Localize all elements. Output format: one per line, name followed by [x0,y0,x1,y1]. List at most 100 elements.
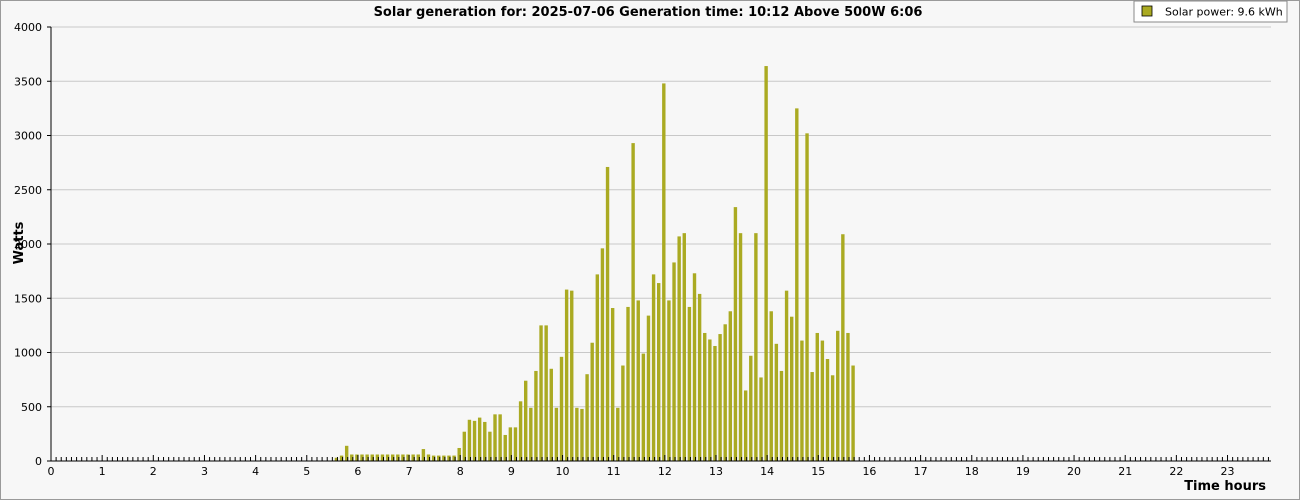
bar [385,454,390,461]
bar [391,454,395,461]
x-tick-label: 16 [862,465,876,478]
chart-title: Solar generation for: 2025-07-06 Generat… [374,5,923,20]
y-tick-label: 1500 [14,292,42,305]
bar [549,368,553,461]
bar [554,407,559,461]
legend-box [1133,0,1288,23]
bar [437,455,441,461]
bar [518,401,523,461]
bar [457,447,461,461]
bar [477,417,482,461]
bar [646,315,651,461]
bar [498,414,502,461]
bar [411,454,415,461]
x-tick-labels: 0 1 2 3 4 5 6 7 8 9 10 11 12 13 14 15 16 17 18 19 20 21 22 23 [48,455,1269,478]
bar [462,431,467,461]
y-tick-label: 2000 [14,238,42,251]
bar [677,236,681,461]
bar [529,407,533,461]
bar [779,370,784,461]
bar [483,421,487,461]
bar [580,408,584,461]
bar [626,306,630,461]
bar [631,143,635,461]
bar [651,274,656,461]
x-tick-label: 10 [556,465,570,478]
bars [334,66,855,462]
bar [754,233,758,461]
bar [728,311,733,461]
x-tick-label: 15 [811,465,825,478]
bar [692,273,697,461]
bar [488,431,492,461]
y-tick-labels: 0 500 1000 1500 2000 2500 3000 3500 4000 [14,21,51,468]
y-tick-label: 0 [35,455,42,468]
bar [718,334,722,461]
y-tick-label: 1000 [14,347,42,360]
bar [621,365,625,461]
x-tick-label: 0 [48,465,55,478]
bar [467,419,472,461]
bar [764,66,768,461]
bar [616,407,620,461]
x-tick-label: 20 [1067,465,1081,478]
x-tick-label: 9 [508,465,515,478]
bar [723,324,727,461]
bar [738,233,743,461]
x-tick-label: 12 [658,465,672,478]
x-tick-label: 2 [150,465,157,478]
bar [370,454,374,461]
legend-swatch [1141,5,1153,17]
bar [600,248,605,461]
bar [805,133,809,461]
x-tick-label: 18 [965,465,979,478]
bar [585,374,589,461]
x-tick-label: 7 [406,465,413,478]
bar [789,316,794,461]
bar [493,414,497,461]
bar [749,355,753,461]
grid-lines [51,26,1271,408]
bar [426,454,431,461]
bar [708,339,712,461]
bar [339,455,344,461]
bar [575,407,579,461]
bar [472,420,477,461]
y-tick-label: 3500 [14,75,42,88]
bar [682,233,686,461]
bar [401,454,405,461]
bar [656,283,661,461]
bar [524,380,528,461]
bar [769,311,773,461]
bar [360,454,364,461]
y-tick-label: 2500 [14,184,42,197]
bar [375,454,380,461]
bar [452,455,456,461]
bar [564,289,569,461]
bar [846,332,850,461]
bar [365,454,369,461]
bar [667,300,671,461]
bar [539,325,543,461]
x-tick-label: 22 [1169,465,1183,478]
bar [820,340,825,461]
bar [344,445,349,461]
bar [836,330,840,461]
x-tick-label: 14 [760,465,774,478]
bar [830,375,835,461]
bar [508,427,513,461]
x-tick-label: 4 [252,465,259,478]
bar [544,325,548,461]
bar [825,359,830,461]
bar [442,455,446,461]
bar [743,390,748,461]
bar [590,342,594,461]
x-tick-label: 1 [99,465,106,478]
bar [672,262,676,461]
bar [416,454,420,461]
bar [636,300,640,461]
bar [421,449,426,461]
bar [703,332,707,461]
bar [503,434,507,461]
